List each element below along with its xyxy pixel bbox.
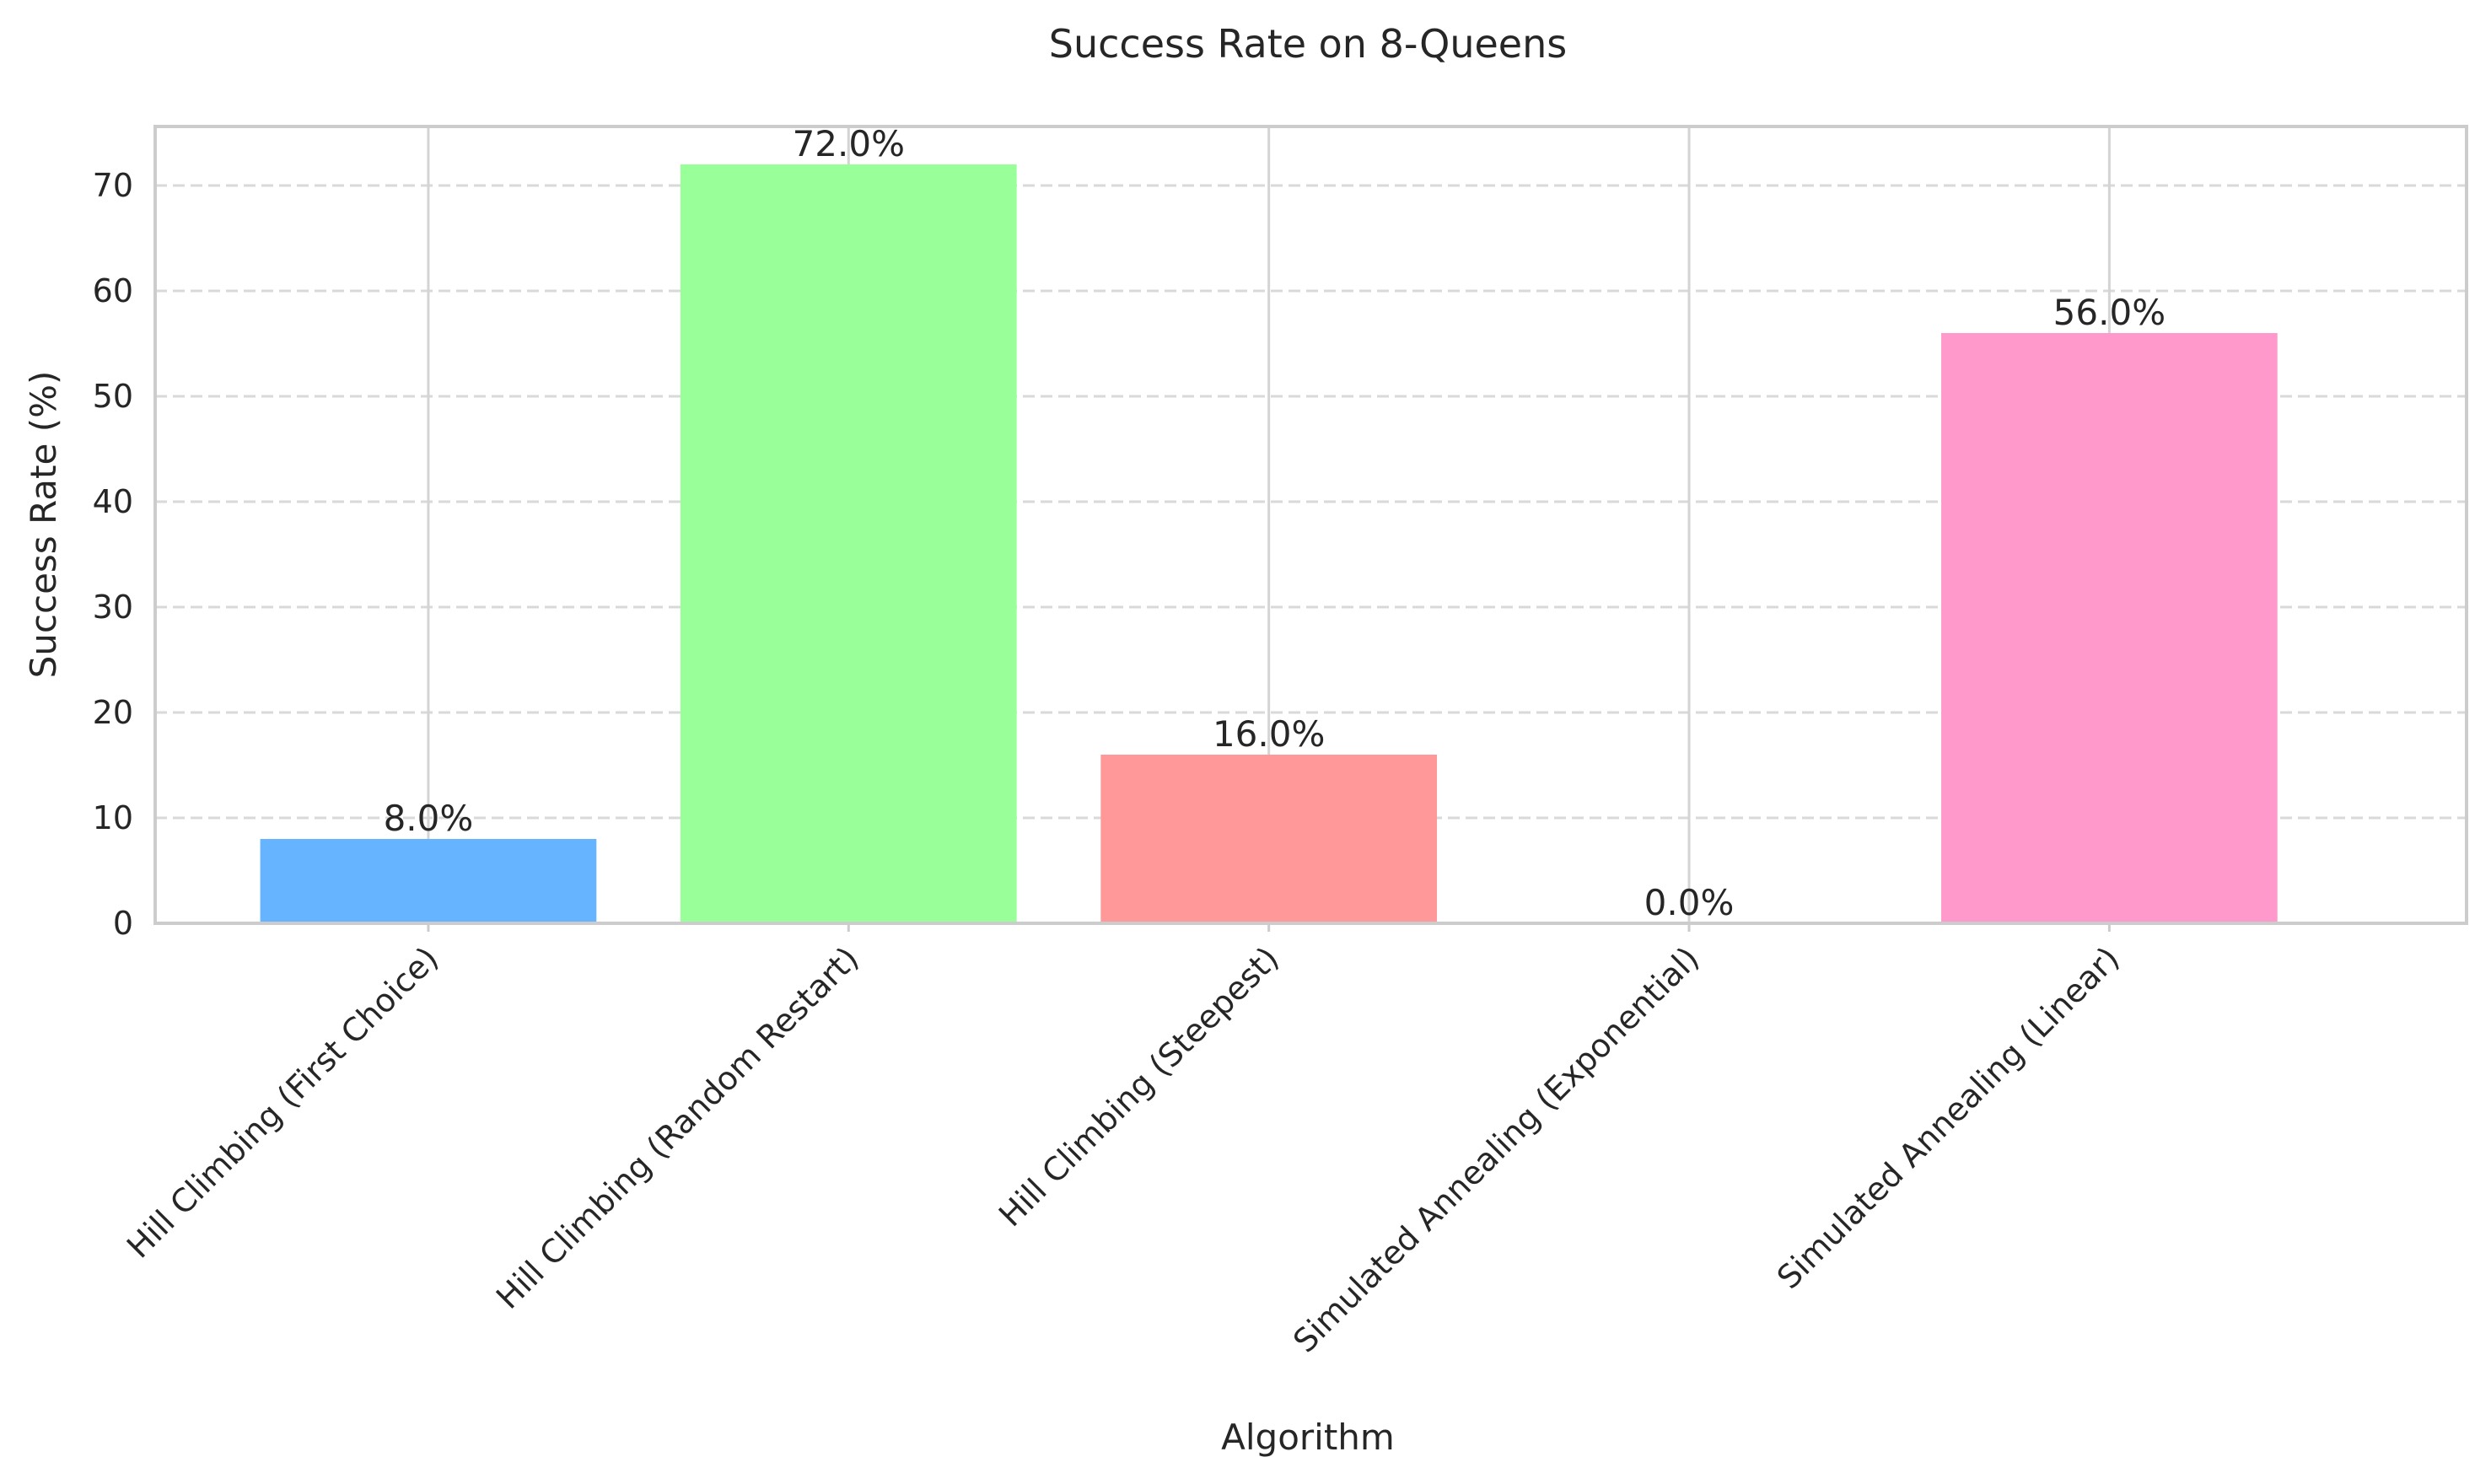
data-label: 56.0% [2053, 292, 2166, 333]
data-label: 8.0% [384, 798, 474, 839]
y-tick-label: 40 [93, 483, 133, 520]
y-tick-label: 0 [113, 905, 133, 942]
y-tick-label: 50 [93, 378, 133, 415]
bar [680, 164, 1017, 923]
y-axis-ticks: 0 10 20 30 40 50 60 70 [93, 167, 133, 942]
chart-title: Success Rate on 8-Queens [1049, 21, 1567, 67]
y-axis-label: Success Rate (%) [23, 371, 64, 679]
y-tick-label: 10 [93, 799, 133, 836]
bars [260, 164, 2278, 923]
bar [1941, 333, 2278, 923]
x-axis-label: Algorithm [1221, 1417, 1395, 1458]
data-label: 0.0% [1644, 882, 1735, 923]
y-tick-label: 70 [93, 167, 133, 204]
y-tick-label: 20 [93, 694, 133, 731]
data-labels: 8.0% 72.0% 16.0% 0.0% 56.0% [384, 123, 2166, 923]
bar [260, 839, 597, 923]
plot-frame [153, 125, 2468, 925]
y-tick-label: 30 [93, 589, 133, 626]
data-label: 72.0% [793, 123, 905, 164]
bar [1100, 755, 1438, 923]
y-tick-label: 60 [93, 272, 133, 309]
data-label: 16.0% [1213, 713, 1325, 755]
